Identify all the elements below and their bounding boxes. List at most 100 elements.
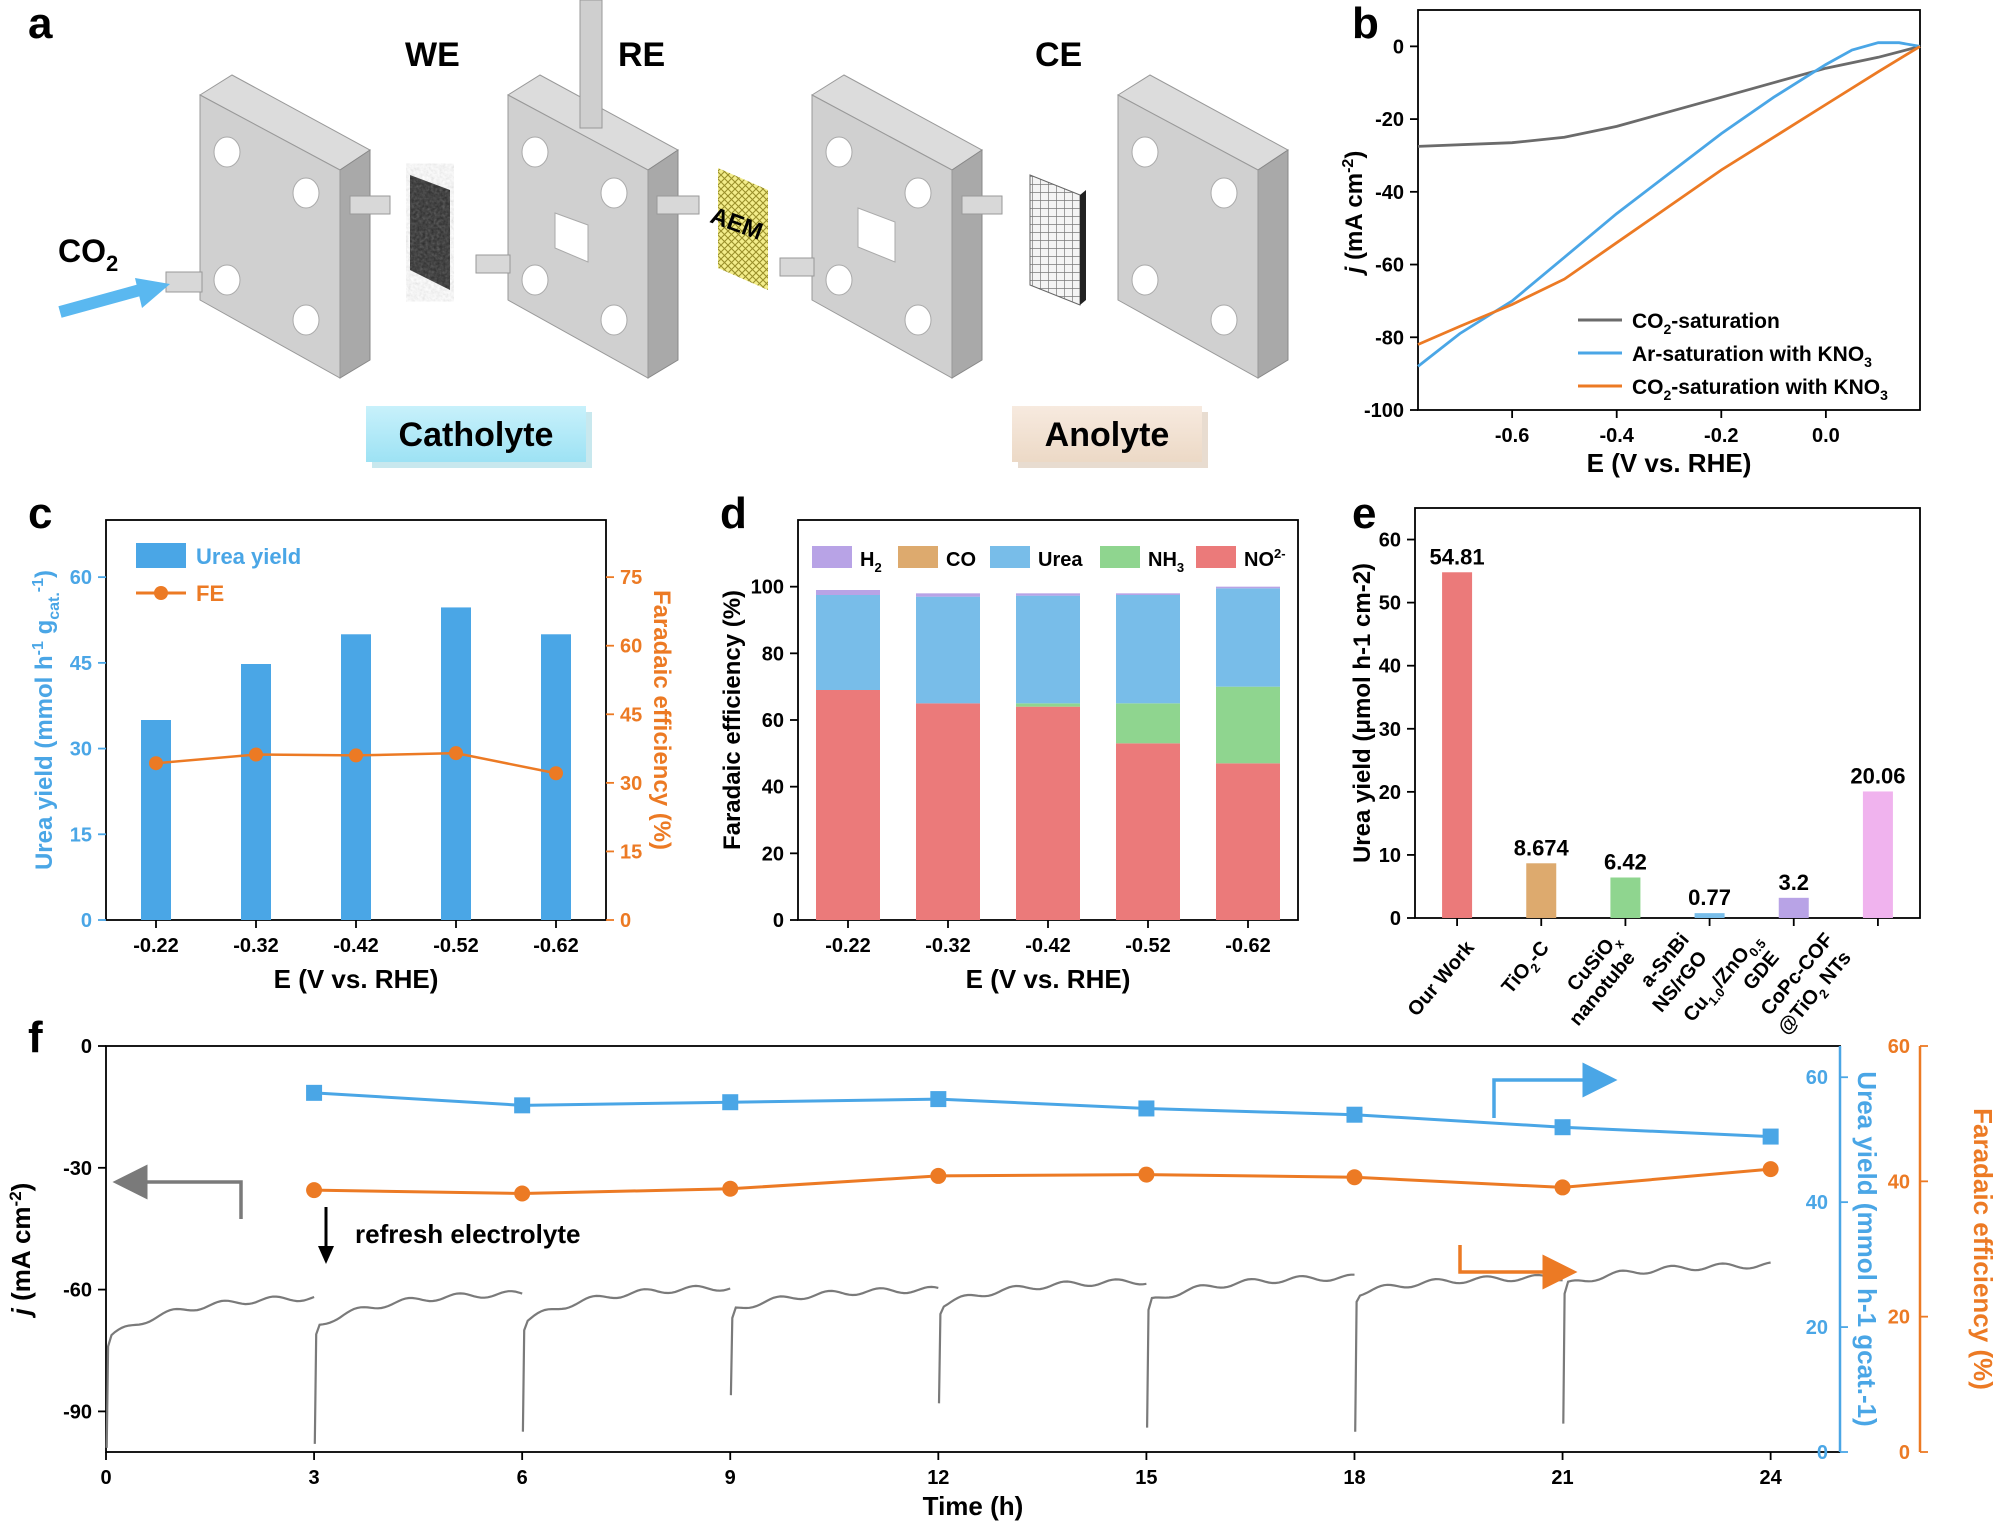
x-tick-label-b: -0.2 <box>1704 425 1738 447</box>
series-line-b-2 <box>1417 41 1921 368</box>
x-tick-label-c: -0.22 <box>133 935 179 957</box>
co2-label: CO2 <box>58 233 118 276</box>
bar-d-h2-3 <box>1016 593 1080 596</box>
y-tick-label-b: -100 <box>1364 400 1404 422</box>
y-tick-label-mid-f: 0 <box>1817 1442 1828 1464</box>
y-tick-label-e: 30 <box>1379 719 1401 741</box>
bar-e-2 <box>1526 863 1557 918</box>
fe-point-f-2 <box>514 1185 531 1202</box>
x-tick-label-d: -0.62 <box>1225 935 1271 957</box>
plot-frame-b <box>1417 9 1921 411</box>
series-b <box>1417 41 1921 368</box>
series-line-b-3 <box>1417 45 1921 346</box>
plate-3 <box>779 74 1003 379</box>
fe-point-f-4 <box>930 1167 947 1184</box>
panel-d: d 0 20 40 60 80 100 -0.22 -0.32 -0.42 -0.52 -0.62… <box>719 489 1299 994</box>
bar-e-1 <box>1442 572 1473 918</box>
panel-label-d: d <box>720 489 747 538</box>
panel-a: a <box>28 0 1289 468</box>
legend-b-item-3: CO2-saturation with KNO3 <box>1632 376 1888 403</box>
legend-b: CO2-saturation Ar-saturation with KNO3 C… <box>1578 310 1888 403</box>
bar-value-label-e-1: 54.81 <box>1430 544 1485 569</box>
plate-1 <box>165 74 391 379</box>
current-segment-f-2 <box>313 1290 523 1444</box>
bar-c-3 <box>341 634 371 920</box>
y-tick-label-e: 20 <box>1379 782 1401 804</box>
bar-value-label-e-3: 6.42 <box>1604 850 1647 875</box>
bar-e-3 <box>1610 877 1641 918</box>
bar-d-h2-5 <box>1216 586 1280 589</box>
y-tick-label-e: 10 <box>1379 845 1401 867</box>
x-tick-label-f: 24 <box>1760 1467 1783 1489</box>
urea-yield-point-f-7 <box>1554 1119 1571 1136</box>
fe-point-f-5 <box>1138 1166 1155 1183</box>
urea-yield-point-f-6 <box>1346 1106 1363 1123</box>
we-label: WE <box>405 36 460 74</box>
x-tick-label-f: 18 <box>1343 1467 1365 1489</box>
y-ticks-right-c: 0 15 30 45 60 75 <box>606 567 642 932</box>
bar-d-urea-2 <box>916 596 980 704</box>
y-tick-label-right-c: 45 <box>620 704 642 726</box>
panel-label-f: f <box>28 1013 43 1062</box>
fe-point-f-7 <box>1554 1179 1571 1196</box>
bar-d-nh3-5 <box>1216 686 1280 764</box>
y-tick-label-right-c: 60 <box>620 636 642 658</box>
y-tick-label-b: -40 <box>1375 182 1404 204</box>
x-tick-label-f: 15 <box>1135 1467 1157 1489</box>
y-axis-label-d: Faradaic efficiency (%) <box>719 590 746 850</box>
current-segment-f-5 <box>937 1278 1147 1404</box>
urea-yield-point-f-2 <box>514 1097 531 1114</box>
fe-point-f-1 <box>306 1182 323 1199</box>
urea-yield-point-f-8 <box>1762 1128 1779 1145</box>
x-axis-label-d: E (V vs. RHE) <box>966 964 1131 994</box>
bar-d-urea-3 <box>1016 595 1080 704</box>
legend-b-item-1: CO2-saturation <box>1632 310 1780 337</box>
bar-d-no2-2 <box>916 703 980 920</box>
y-tick-label-left-c: 30 <box>70 739 92 761</box>
bar-c-4 <box>441 607 471 920</box>
anolyte-label: Anolyte <box>1045 416 1170 454</box>
legend-d-urea: Urea <box>1038 549 1083 571</box>
ce-label: CE <box>1035 36 1082 74</box>
x-ticks-b: -0.6 -0.4 -0.2 0.0 <box>1495 410 1840 447</box>
y-tick-label-right-f: 20 <box>1888 1307 1910 1329</box>
legend-d-nh3: NH3 <box>1148 549 1184 575</box>
y-ticks-right-f: 0 20 40 60 <box>1888 1036 1928 1464</box>
bar-d-urea-4 <box>1116 595 1180 704</box>
y-tick-label-e: 40 <box>1379 656 1401 678</box>
y-tick-label-mid-f: 40 <box>1806 1192 1828 1214</box>
bar-d-h2-4 <box>1116 593 1180 595</box>
y-tick-label-left-f: -30 <box>63 1158 92 1180</box>
bar-value-label-e-5: 3.2 <box>1778 870 1809 895</box>
y-tick-label-e: 50 <box>1379 593 1401 615</box>
y-tick-label-d: 100 <box>751 577 784 599</box>
y-tick-label-right-f: 60 <box>1888 1036 1910 1058</box>
anolyte-box: Anolyte <box>1012 406 1208 468</box>
y-axis-label-b: j (mA cm-2) <box>1340 151 1368 277</box>
y-ticks-mid-f: 0 20 40 60 <box>1806 1067 1848 1464</box>
panel-e: e 0 10 20 30 40 50 60 54.81 8.674 6.42 0.77 3.2 20.… <box>1349 489 1921 1039</box>
y-tick-label-left-f: -60 <box>63 1280 92 1302</box>
x-tick-label-c: -0.32 <box>233 935 279 957</box>
y-ticks-left-c: 0 15 30 45 60 <box>70 567 106 932</box>
fe-point-f-3 <box>722 1180 739 1197</box>
bar-d-no2-1 <box>816 690 880 920</box>
urea-yield-point-f-4 <box>930 1091 947 1108</box>
legend-c-fe: FE <box>196 581 224 606</box>
aem-membrane: AEM <box>707 168 768 290</box>
fe-line-f <box>306 1161 1779 1202</box>
fe-point-c-1 <box>149 756 163 771</box>
plate-4 <box>1117 74 1289 379</box>
x-tick-label-b: -0.6 <box>1495 425 1529 447</box>
y-tick-label-right-f: 40 <box>1888 1171 1910 1193</box>
current-segment-f-3 <box>521 1284 731 1432</box>
bar-d-no2-4 <box>1116 743 1180 920</box>
current-segment-f-4 <box>729 1285 939 1396</box>
bar-d-urea-1 <box>816 595 880 690</box>
x-tick-label-d: -0.22 <box>825 935 871 957</box>
fe-line-f-path <box>314 1167 1771 1196</box>
urea-yield-line-f <box>306 1084 1779 1145</box>
y-tick-label-b: -80 <box>1375 327 1404 349</box>
